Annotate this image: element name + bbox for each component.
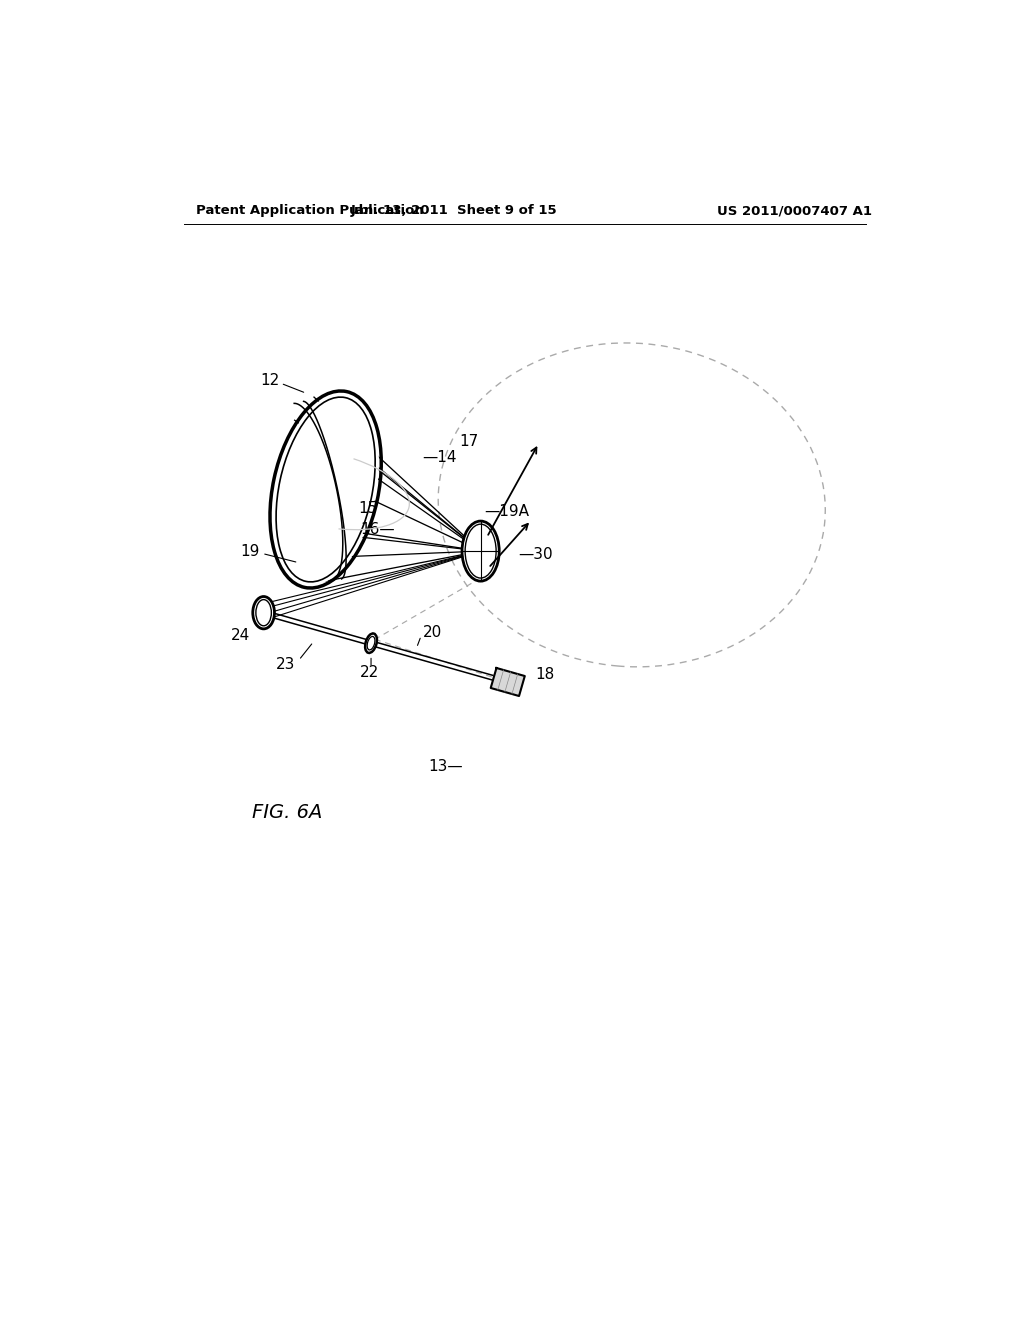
Ellipse shape [272,393,379,586]
Text: —19A: —19A [484,503,529,519]
Text: 18: 18 [535,667,554,682]
Text: FIG. 6A: FIG. 6A [252,804,323,822]
Text: Jan. 13, 2011  Sheet 9 of 15: Jan. 13, 2011 Sheet 9 of 15 [350,205,557,218]
Text: 17: 17 [460,434,479,449]
Text: Patent Application Publication: Patent Application Publication [197,205,424,218]
Text: 15: 15 [358,502,378,516]
Polygon shape [490,668,524,696]
Text: 24: 24 [230,628,250,643]
Text: 16—: 16— [360,521,395,537]
Text: —14: —14 [423,450,457,465]
Text: 19: 19 [241,544,260,558]
Text: —30: —30 [518,548,553,562]
Ellipse shape [254,597,273,628]
Text: US 2011/0007407 A1: US 2011/0007407 A1 [717,205,872,218]
Ellipse shape [366,635,376,652]
Text: 20: 20 [423,626,442,640]
Ellipse shape [463,521,499,581]
Text: 12: 12 [260,372,280,388]
Text: 23: 23 [276,657,296,672]
Text: 13—: 13— [428,759,463,775]
Text: 22: 22 [359,665,379,680]
